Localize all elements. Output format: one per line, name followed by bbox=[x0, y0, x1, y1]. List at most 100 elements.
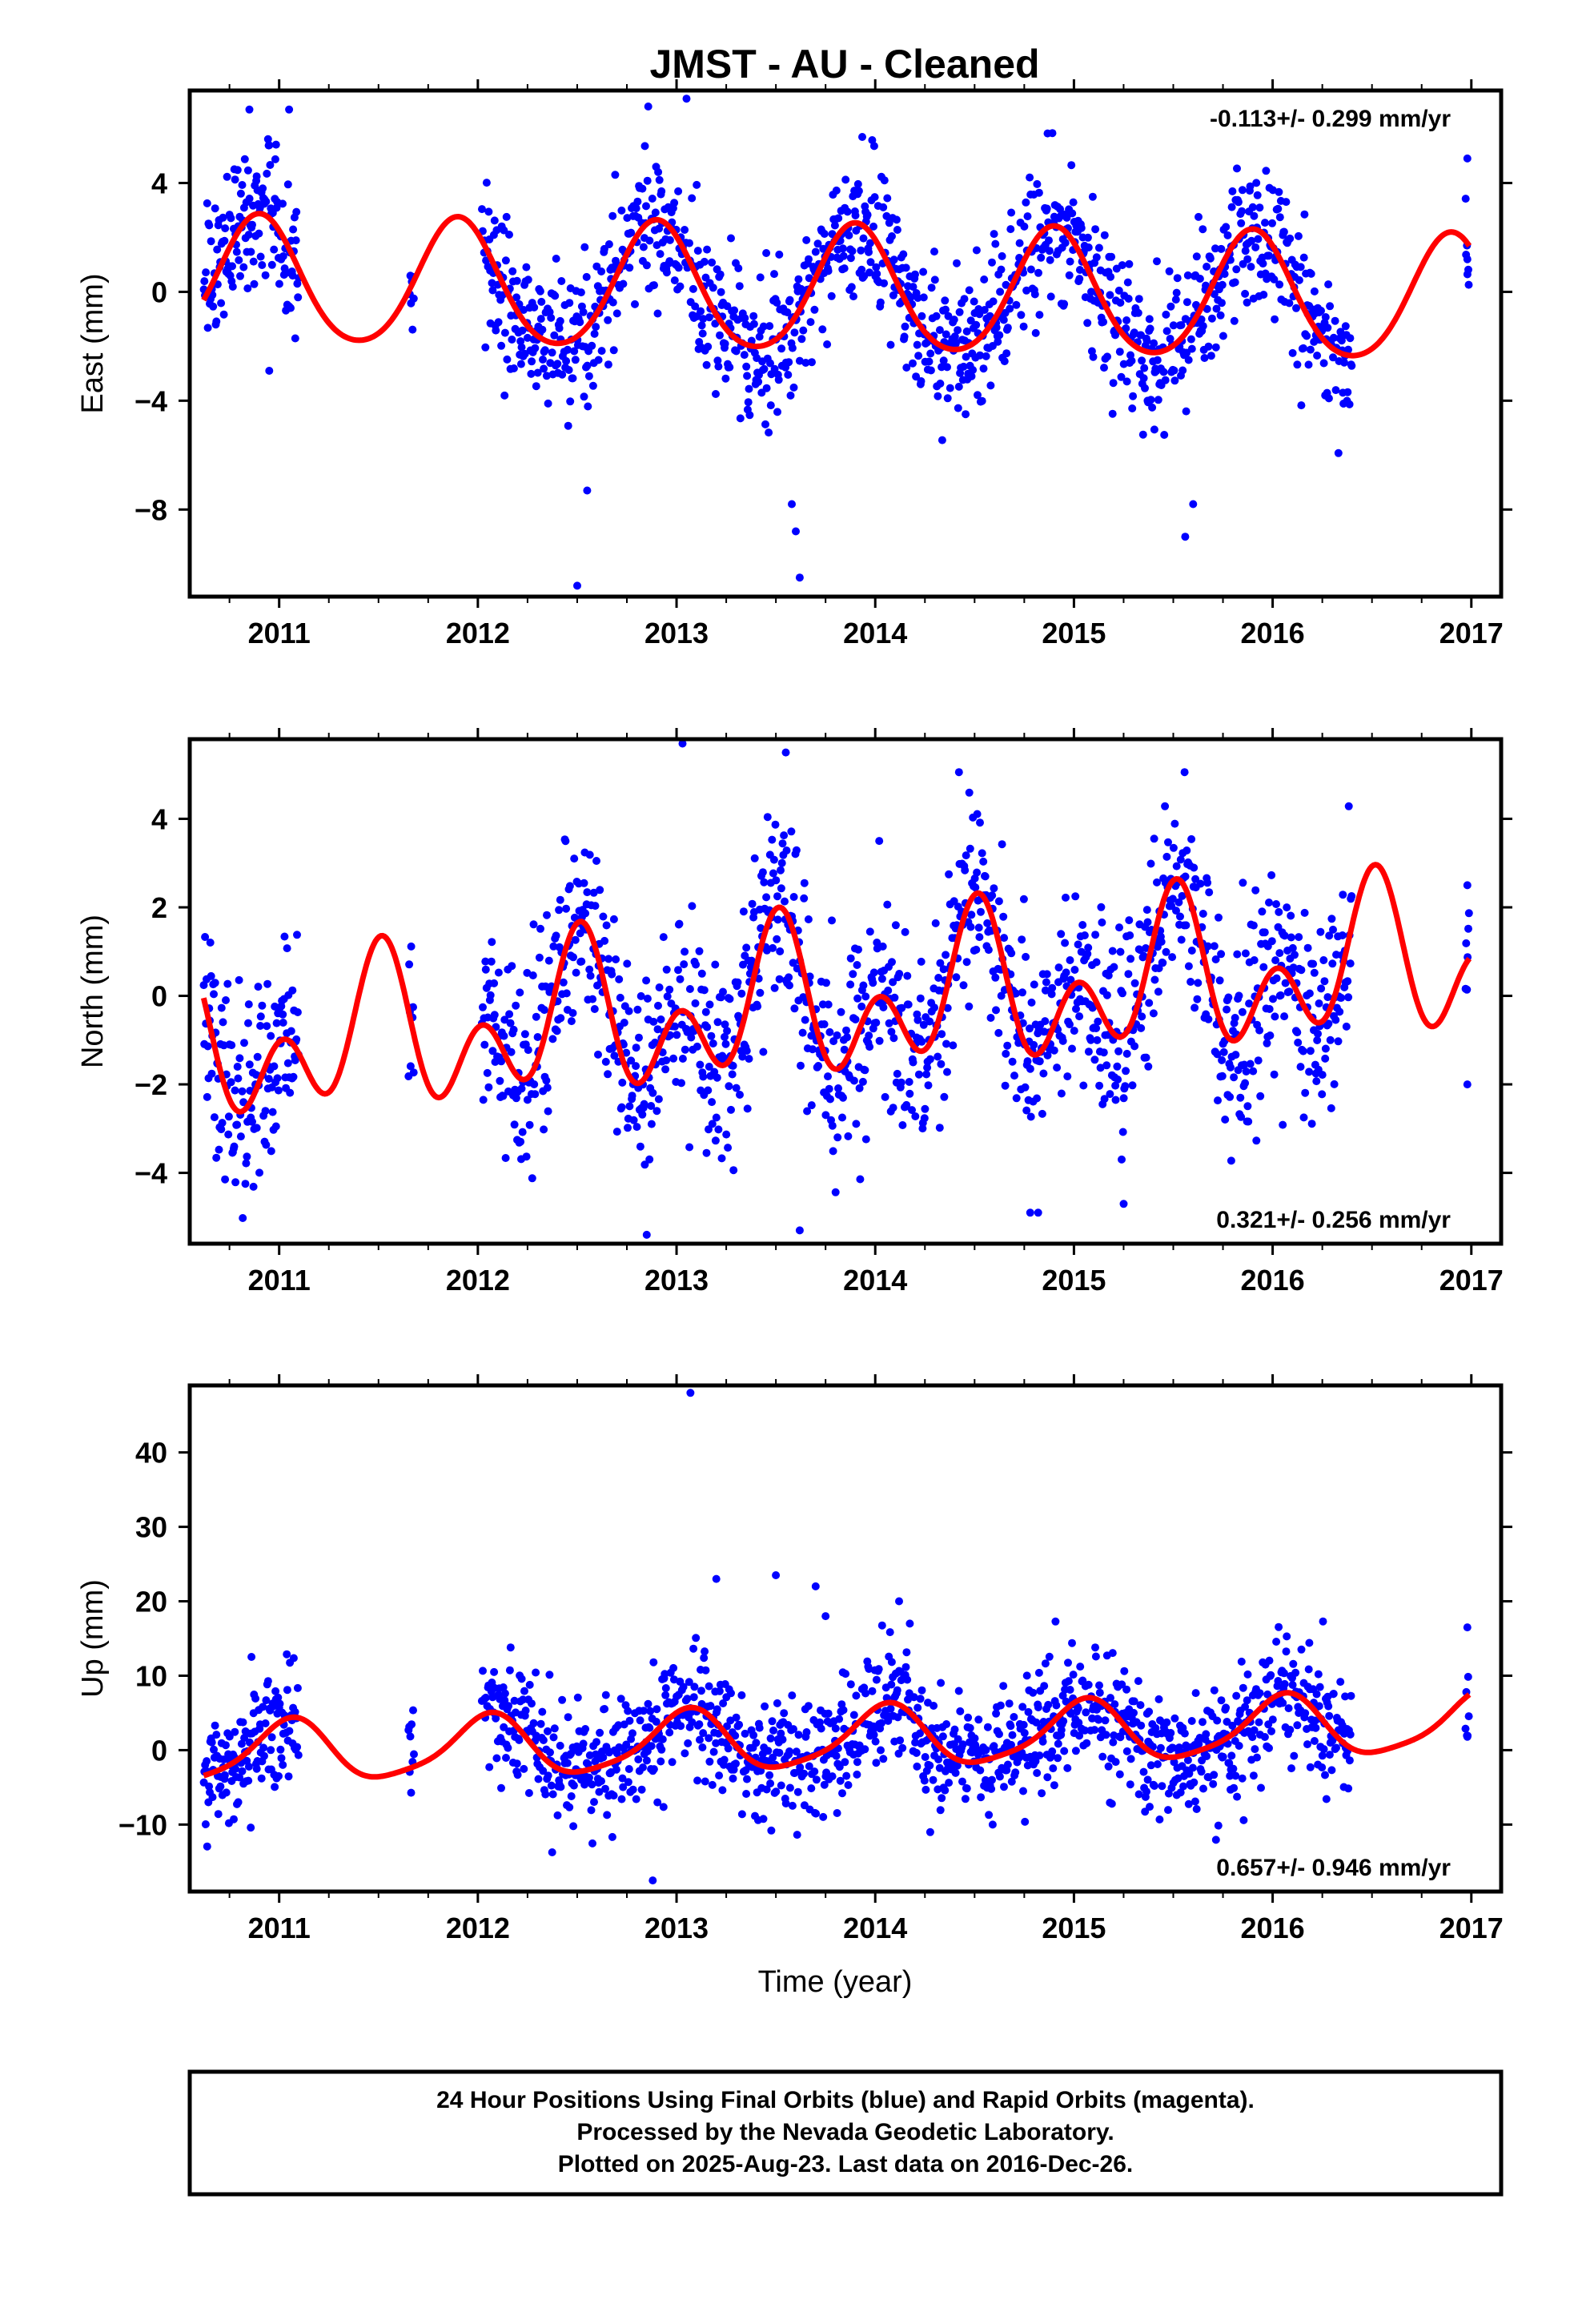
data-point bbox=[1022, 1106, 1031, 1115]
data-point bbox=[805, 255, 813, 263]
data-point bbox=[538, 1707, 547, 1716]
data-point bbox=[902, 364, 911, 372]
data-point bbox=[1328, 959, 1337, 968]
data-point bbox=[601, 1784, 609, 1793]
data-point bbox=[959, 981, 968, 990]
data-point bbox=[1319, 1617, 1327, 1626]
data-point bbox=[1007, 208, 1016, 217]
data-point bbox=[1057, 1089, 1066, 1098]
data-point bbox=[953, 259, 961, 267]
data-point bbox=[699, 1729, 708, 1738]
data-point bbox=[937, 1059, 946, 1068]
data-point bbox=[952, 338, 961, 347]
data-point bbox=[1297, 1645, 1306, 1654]
data-point bbox=[1303, 1740, 1311, 1749]
data-point bbox=[524, 1789, 533, 1797]
data-point bbox=[1316, 927, 1325, 936]
data-point bbox=[995, 1730, 1003, 1739]
data-point bbox=[655, 175, 664, 184]
data-point bbox=[1161, 802, 1170, 810]
data-point bbox=[645, 236, 654, 245]
data-point bbox=[800, 1769, 809, 1778]
data-point bbox=[529, 1719, 538, 1727]
x-tick-label: 2015 bbox=[1042, 1912, 1106, 1944]
data-point bbox=[1169, 1743, 1178, 1752]
data-point bbox=[1241, 247, 1250, 255]
data-point bbox=[1301, 1088, 1310, 1097]
data-point bbox=[585, 1751, 594, 1759]
data-point bbox=[244, 1000, 253, 1009]
data-point bbox=[1254, 1056, 1263, 1065]
data-point bbox=[247, 247, 255, 256]
data-point bbox=[505, 1010, 514, 1019]
data-point bbox=[868, 1687, 877, 1695]
data-point bbox=[637, 1785, 646, 1794]
data-point bbox=[865, 1031, 873, 1040]
data-point bbox=[553, 360, 562, 368]
data-point bbox=[657, 1745, 666, 1754]
data-point bbox=[917, 377, 926, 385]
data-point bbox=[701, 273, 710, 282]
data-point bbox=[1071, 1747, 1080, 1755]
east-y-axis-label: East (mm) bbox=[76, 273, 110, 413]
data-point bbox=[210, 990, 218, 999]
data-point bbox=[942, 330, 950, 339]
data-point bbox=[777, 1729, 785, 1738]
data-point bbox=[1323, 993, 1332, 1002]
data-point bbox=[249, 257, 258, 266]
data-point bbox=[1324, 280, 1333, 289]
data-point bbox=[972, 945, 981, 954]
data-point bbox=[271, 155, 279, 163]
data-point bbox=[949, 1041, 958, 1050]
data-point bbox=[1054, 1754, 1062, 1763]
data-point bbox=[1111, 1758, 1120, 1767]
data-point bbox=[1082, 1708, 1090, 1717]
data-point bbox=[530, 1080, 539, 1088]
data-point bbox=[677, 1079, 685, 1088]
data-point bbox=[712, 390, 720, 398]
x-tick-label: 2013 bbox=[644, 1912, 709, 1944]
data-point bbox=[256, 1022, 265, 1030]
data-point bbox=[922, 1070, 931, 1079]
data-point bbox=[1274, 1677, 1283, 1685]
data-point bbox=[773, 1699, 781, 1707]
data-point bbox=[727, 1689, 735, 1698]
outlier-point bbox=[811, 1582, 820, 1590]
data-point bbox=[808, 358, 816, 367]
data-point bbox=[1035, 311, 1044, 320]
data-point bbox=[1219, 1047, 1228, 1056]
data-point bbox=[734, 264, 743, 272]
data-point bbox=[1288, 943, 1297, 952]
data-point bbox=[884, 986, 893, 995]
data-point bbox=[553, 1811, 562, 1819]
data-point bbox=[702, 1148, 711, 1157]
data-point bbox=[506, 1643, 515, 1652]
data-point bbox=[692, 960, 701, 969]
data-point bbox=[1126, 1780, 1134, 1789]
data-point bbox=[1045, 247, 1054, 255]
data-point bbox=[1235, 1742, 1243, 1750]
data-point bbox=[785, 1783, 794, 1792]
data-point bbox=[1122, 1067, 1130, 1076]
data-point bbox=[1464, 924, 1472, 933]
data-point bbox=[203, 1842, 211, 1851]
data-point bbox=[838, 244, 847, 253]
data-point bbox=[205, 221, 214, 230]
data-point bbox=[1102, 1061, 1111, 1070]
data-point bbox=[835, 1715, 844, 1723]
data-point bbox=[585, 1773, 593, 1782]
data-point bbox=[293, 1683, 302, 1692]
data-point bbox=[1238, 186, 1247, 195]
data-point bbox=[1146, 1761, 1155, 1770]
data-point bbox=[597, 1777, 605, 1786]
data-point bbox=[826, 1095, 834, 1104]
data-point bbox=[729, 1166, 738, 1175]
data-point bbox=[1176, 1788, 1185, 1797]
up-rate-label: 0.657+/- 0.946 mm/yr bbox=[1216, 1855, 1451, 1881]
data-point bbox=[1464, 280, 1473, 289]
data-point bbox=[977, 907, 985, 916]
data-point bbox=[1243, 255, 1252, 263]
data-point bbox=[1061, 239, 1070, 247]
data-point bbox=[797, 1061, 805, 1070]
data-point bbox=[966, 923, 975, 931]
